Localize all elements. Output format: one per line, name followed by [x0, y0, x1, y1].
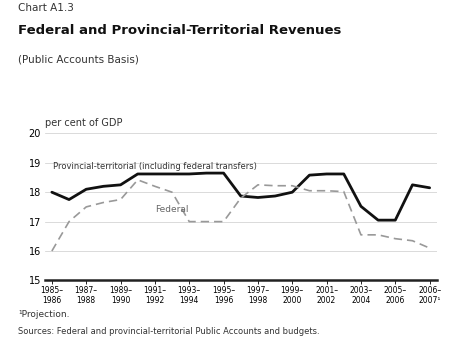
Text: Sources: Federal and provincial-territorial Public Accounts and budgets.: Sources: Federal and provincial-territor…: [18, 327, 319, 336]
Text: (Public Accounts Basis): (Public Accounts Basis): [18, 55, 139, 65]
Text: per cent of GDP: per cent of GDP: [45, 118, 122, 128]
Text: Federal: Federal: [155, 206, 189, 214]
Text: Chart A1.3: Chart A1.3: [18, 3, 74, 13]
Text: ¹Projection.: ¹Projection.: [18, 310, 69, 318]
Text: Provincial-territorial (including federal transfers): Provincial-territorial (including federa…: [53, 162, 256, 171]
Text: Federal and Provincial-Territorial Revenues: Federal and Provincial-Territorial Reven…: [18, 24, 342, 37]
